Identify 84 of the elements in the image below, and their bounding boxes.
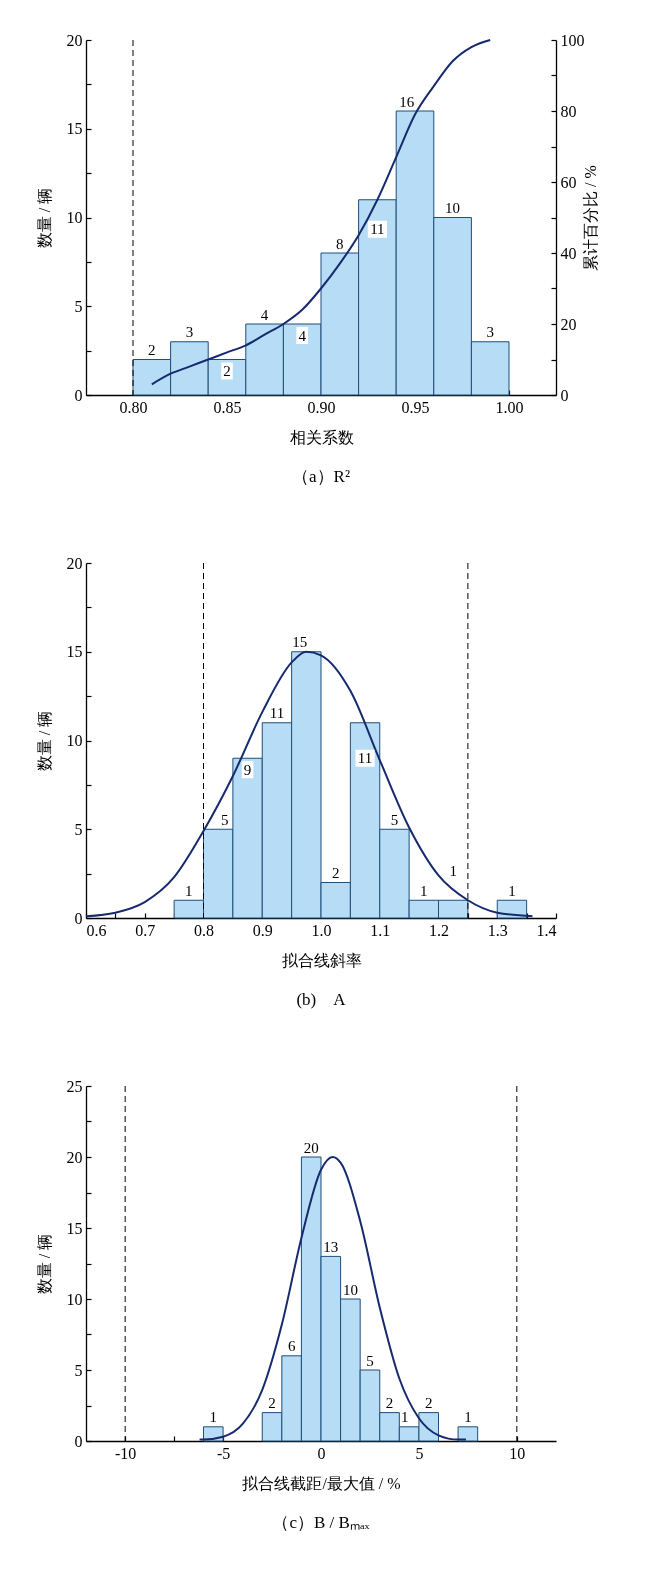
- y-tick-label: 5: [74, 820, 83, 838]
- text: (b) A: [296, 990, 347, 1009]
- data-label: 11: [370, 221, 385, 238]
- data-label: 2: [385, 1395, 394, 1412]
- data-label: 10: [342, 1281, 358, 1298]
- x-tick-label: 1.1: [370, 921, 391, 939]
- x-tick-label: 1.4: [536, 921, 557, 939]
- data-label: 2: [268, 1395, 276, 1412]
- data-label: 1: [209, 1409, 218, 1426]
- data-label: 4: [298, 327, 307, 344]
- data-label: 1: [185, 882, 193, 899]
- data-label: 10: [445, 200, 461, 216]
- y-tick-label: 15: [66, 643, 83, 661]
- data-label: 16: [399, 93, 415, 110]
- y2-tick-label: 60: [560, 173, 577, 191]
- y-axis-title: 数量 / 辆: [35, 710, 53, 772]
- y2-tick-label: 40: [560, 244, 577, 262]
- data-label: 11: [357, 750, 373, 767]
- x-tick-label: 1.0: [311, 921, 332, 939]
- x-tick-label: 0.8: [194, 921, 214, 939]
- data-label: 15: [292, 634, 308, 651]
- x-tick-label: -10: [115, 1444, 137, 1462]
- x-axis-title: 拟合线截距/最大值 / %: [242, 1474, 401, 1492]
- data-label: 2: [148, 342, 156, 358]
- y-tick-label: 10: [66, 209, 83, 226]
- y2-tick-label: 20: [560, 315, 577, 333]
- y-tick-label: 20: [66, 1148, 83, 1166]
- y-tick-label: 0: [74, 1432, 83, 1450]
- y-tick-label: 0: [74, 909, 83, 927]
- data-label: 5: [220, 811, 229, 828]
- y-tick-label: 20: [66, 31, 83, 49]
- data-label: 1: [401, 1409, 409, 1426]
- data-label: 3: [486, 324, 494, 341]
- text: （c）B / Bₘₐₓ: [272, 1513, 370, 1532]
- x-tick-label: 10: [509, 1444, 526, 1462]
- x-axis-title: 相关系数: [289, 428, 354, 446]
- y-axis-title: 数量 / 辆: [35, 187, 53, 249]
- y-tick-label: 15: [66, 120, 83, 138]
- data-label: 9: [243, 761, 252, 778]
- data-label: 20: [303, 1139, 319, 1156]
- x-tick-label: 0.90: [307, 398, 336, 416]
- y-axis-title: 数量 / 辆: [35, 1233, 53, 1295]
- x-tick-label: 1.00: [495, 398, 524, 416]
- y-tick-label: 10: [66, 1290, 83, 1308]
- data-label: 5: [390, 811, 399, 828]
- y2-tick-label: 100: [560, 31, 585, 49]
- data-label: 2: [331, 865, 340, 881]
- y-tick-label: 25: [66, 1077, 83, 1095]
- x-tick-label: 0.80: [119, 398, 148, 416]
- y2-axis-title: 累计百分比 / %: [581, 165, 599, 271]
- line-series: [85, 650, 534, 918]
- x-tick-label: 0.85: [213, 398, 242, 416]
- data-label: 2: [223, 363, 231, 379]
- data-label: 1: [508, 882, 516, 899]
- y-tick-label: 5: [74, 1361, 83, 1379]
- x-tick-label: 0.7: [135, 921, 156, 939]
- x-tick-label: 5: [415, 1444, 424, 1462]
- x-tick-label: 1.2: [429, 921, 449, 939]
- data-label: 1: [449, 863, 457, 880]
- y-tick-label: 20: [66, 554, 83, 572]
- y-tick-label: 0: [74, 386, 83, 404]
- x-tick-label: 0.6: [86, 921, 107, 939]
- data-label: 8: [336, 235, 344, 252]
- data-label: 5: [366, 1352, 374, 1369]
- y2-tick-label: 80: [560, 102, 577, 120]
- x-tick-label: -5: [216, 1444, 231, 1462]
- x-tick-label: 0: [317, 1444, 326, 1462]
- y-tick-label: 10: [66, 732, 83, 749]
- y-tick-label: 5: [74, 297, 83, 315]
- data-label: 2: [424, 1395, 433, 1412]
- data-label: 13: [323, 1238, 339, 1255]
- data-label: 6: [287, 1338, 296, 1355]
- y2-tick-label: 0: [560, 386, 569, 404]
- data-label: 4: [260, 306, 269, 323]
- data-label: 3: [185, 324, 194, 341]
- data-label: 1: [420, 882, 428, 899]
- y-tick-label: 15: [66, 1219, 83, 1237]
- x-tick-label: 0.95: [401, 398, 430, 416]
- x-tick-label: 1.3: [487, 921, 508, 939]
- x-tick-label: 0.9: [252, 921, 273, 939]
- data-label: 1: [464, 1409, 472, 1426]
- x-axis-title: 拟合线斜率: [281, 951, 362, 969]
- data-label: 11: [269, 705, 285, 722]
- text: （a）R²: [292, 467, 350, 486]
